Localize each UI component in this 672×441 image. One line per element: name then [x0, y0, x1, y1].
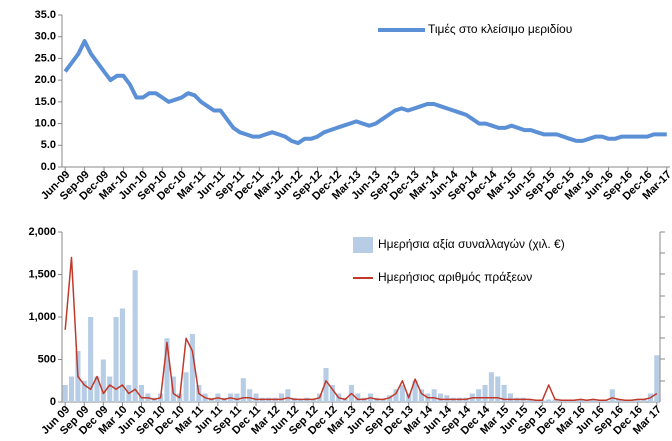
bar	[571, 400, 577, 402]
legend-label: Τιμές στο κλείσιμο μεριδίου	[428, 22, 572, 36]
bar	[431, 389, 437, 402]
bar	[558, 400, 564, 402]
bar	[285, 389, 291, 402]
bar	[495, 376, 501, 402]
bar	[132, 270, 138, 402]
bar	[68, 376, 75, 402]
bar	[552, 399, 558, 402]
bar	[183, 372, 189, 402]
series-line	[64, 256, 658, 402]
bar	[164, 338, 170, 402]
bar	[444, 395, 450, 402]
bar	[399, 385, 405, 402]
bar	[189, 334, 195, 402]
y-tick-label: 5.0	[41, 139, 56, 151]
bar	[418, 389, 424, 402]
bar	[635, 399, 641, 402]
bar	[278, 393, 285, 402]
bar	[355, 393, 361, 402]
y-tick-label: 35.0	[35, 9, 56, 21]
bar	[482, 385, 488, 402]
legend-swatch	[353, 237, 373, 253]
bar	[393, 389, 399, 402]
bar	[100, 359, 106, 402]
bar	[323, 368, 329, 402]
bar	[597, 400, 603, 402]
bar	[247, 389, 253, 402]
bar	[138, 385, 145, 402]
y-tick-label: 10.0	[35, 117, 56, 129]
bar	[654, 355, 660, 402]
bar	[298, 399, 304, 402]
y-tick-label: 500	[38, 353, 56, 365]
y-tick-label: 25.0	[35, 52, 56, 64]
bar	[62, 385, 68, 402]
bar	[590, 399, 596, 402]
bar	[565, 400, 571, 402]
right-axis-ticks	[660, 231, 665, 382]
bar	[234, 393, 240, 402]
bar	[107, 376, 113, 402]
series-line	[63, 39, 667, 146]
bar	[501, 385, 507, 402]
bar	[113, 317, 119, 402]
legend-label: Ημερήσια αξία συναλλαγών (χιλ. €)	[378, 237, 565, 251]
bar	[546, 399, 552, 402]
bar	[622, 400, 628, 402]
bar	[94, 376, 100, 402]
y-tick-label: 0	[50, 396, 56, 408]
bar	[603, 400, 609, 402]
bar	[527, 399, 533, 402]
y-tick-label: 30.0	[35, 31, 56, 43]
bar	[380, 399, 386, 402]
bar	[539, 400, 545, 402]
y-tick-label: 15.0	[35, 96, 56, 108]
bar	[609, 389, 615, 402]
bar	[488, 372, 494, 402]
y-tick-label: 20.0	[35, 74, 56, 86]
bar	[628, 400, 634, 402]
bar	[437, 393, 444, 402]
bar	[533, 400, 539, 402]
bar	[616, 399, 622, 402]
bar	[584, 400, 590, 402]
bar	[119, 308, 125, 402]
bar	[329, 385, 335, 402]
y-tick-label: 1,500	[28, 268, 56, 280]
bar	[88, 317, 94, 402]
y-tick-label: 1,000	[28, 311, 56, 323]
bar	[476, 389, 482, 402]
bar	[253, 393, 259, 402]
bar	[412, 380, 418, 402]
bar	[240, 378, 246, 402]
bar	[641, 399, 647, 402]
y-tick-label: 0.0	[41, 161, 56, 173]
legend-label: Ημερήσιος αριθμός πράξεων	[378, 270, 532, 284]
y-tick-label: 2,000	[28, 226, 56, 238]
bar	[507, 393, 514, 402]
bar	[310, 399, 316, 402]
bar	[81, 380, 87, 402]
bar	[577, 399, 584, 402]
bar	[387, 395, 393, 402]
